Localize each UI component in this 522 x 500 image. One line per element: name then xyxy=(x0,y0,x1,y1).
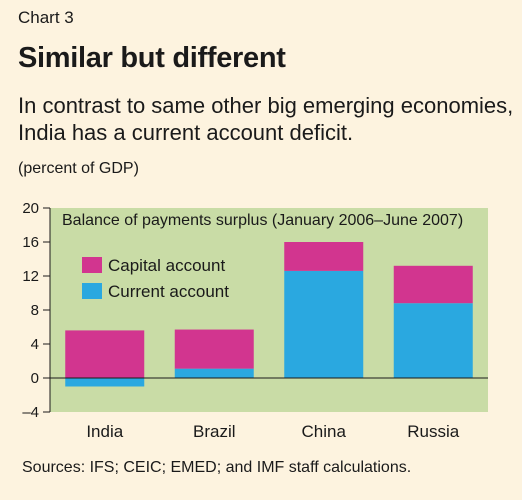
chart-number: Chart 3 xyxy=(18,8,74,27)
x-tick-label: China xyxy=(302,422,347,441)
unit-label: (percent of GDP) xyxy=(18,160,139,177)
chart-subtitle: In contrast to same other big emerging e… xyxy=(18,93,514,145)
source-note: Sources: IFS; CEIC; EMED; and IMF staff … xyxy=(22,459,412,476)
y-tick-label: 16 xyxy=(22,234,39,251)
chart-inner-title: Balance of payments surplus (January 200… xyxy=(62,212,463,229)
x-tick-label: Brazil xyxy=(193,422,236,441)
bar-brazil-capital-account xyxy=(174,329,254,369)
bar-russia-capital-account xyxy=(393,265,473,304)
legend-label-current-account: Current account xyxy=(108,282,229,301)
x-tick-label: Russia xyxy=(407,422,460,441)
x-tick-label: India xyxy=(86,422,123,441)
y-tick-label: 8 xyxy=(31,302,39,319)
y-tick-label: 4 xyxy=(31,336,39,353)
bar-china-current-account xyxy=(284,270,364,378)
chart-title: Similar but different xyxy=(18,42,286,74)
legend-label-capital-account: Capital account xyxy=(108,256,225,275)
bar-brazil-current-account xyxy=(174,368,254,378)
bar-india-current-account xyxy=(65,378,145,387)
y-tick-label: 20 xyxy=(22,200,39,217)
y-tick-label: 12 xyxy=(22,268,39,285)
bar-chart: Balance of payments surplus (January 200… xyxy=(22,200,488,441)
bar-russia-current-account xyxy=(393,303,473,378)
bar-india-capital-account xyxy=(65,330,145,378)
legend-swatch-capital-account xyxy=(82,257,102,273)
legend-swatch-current-account xyxy=(82,283,102,299)
bar-china-capital-account xyxy=(284,242,364,271)
y-tick-label: 0 xyxy=(31,370,39,387)
y-tick-label: –4 xyxy=(22,404,39,421)
